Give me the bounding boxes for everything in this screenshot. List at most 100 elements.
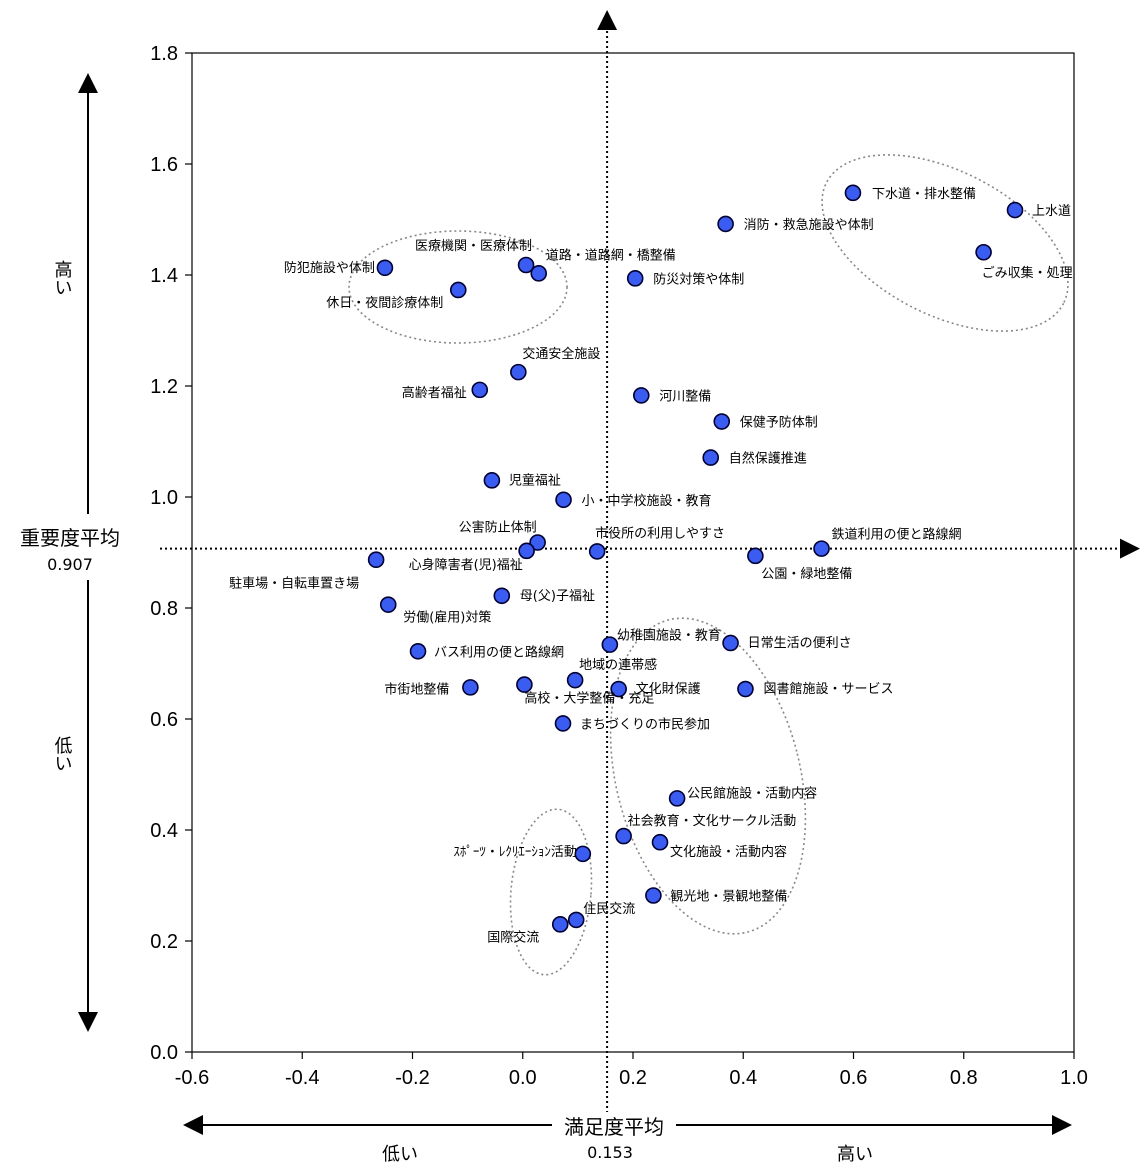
x-tick-label: 1.0 (1060, 1067, 1088, 1089)
data-point (844, 184, 862, 202)
point-label: 市役所の利用しやすさ (595, 525, 725, 541)
y-tick-label: 0.4 (150, 820, 178, 842)
data-point (601, 636, 619, 653)
data-point (566, 671, 584, 689)
point-label: 防犯施設や体制 (284, 260, 375, 276)
point-label: 自然保護推進 (729, 451, 807, 467)
plot-area (191, 52, 1075, 1053)
point-label: 高校・大学整備・充足 (524, 691, 654, 707)
point-label: 消防・救急施設や体制 (744, 217, 874, 233)
data-point (610, 680, 627, 698)
point-label: 図書館施設・サービス (763, 681, 893, 697)
x-axis: -0.6 -0.4 -0.2 0.0 0.2 0.4 0.6 0.8 1.0 (175, 1052, 1088, 1089)
x-mean-value: 0.153 (587, 1143, 633, 1162)
point-label: 労働(雇用)対策 (403, 610, 491, 626)
y-mean-value: 0.907 (47, 555, 93, 574)
data-point (645, 887, 662, 904)
point-label: 公園・緑地整備 (761, 566, 852, 582)
data-point (574, 845, 592, 863)
data-point (722, 634, 739, 652)
x-tick-label: 0.0 (509, 1067, 537, 1089)
data-point (588, 543, 606, 560)
data-point (651, 833, 669, 851)
x-tick-label: 0.8 (950, 1067, 978, 1089)
data-point (483, 472, 501, 489)
data-point (518, 542, 535, 560)
data-point (737, 680, 754, 698)
data-point (554, 715, 572, 732)
data-point (471, 381, 489, 399)
y-tick-label: 1.0 (150, 487, 178, 509)
y-axis: 0.0 0.2 0.4 0.6 0.8 1.0 1.2 1.4 1.6 1.8 (150, 43, 192, 1064)
data-point (517, 256, 535, 274)
point-label: 公民館施設・活動内容 (687, 785, 817, 801)
data-point (615, 827, 632, 845)
cluster-ellipse-culture (609, 617, 807, 935)
x-tick-label: 0.6 (840, 1067, 868, 1089)
data-point (529, 534, 546, 551)
point-label: 河川整備 (659, 388, 711, 404)
y-tick-label: 1.2 (150, 376, 178, 398)
y-tick-label: 1.4 (150, 265, 178, 287)
data-point (713, 413, 731, 430)
y-tick-label: 0.2 (150, 931, 178, 953)
y-tick-label: 1.8 (150, 43, 178, 65)
data-point (555, 491, 572, 509)
point-label: 文化財保護 (636, 681, 701, 697)
point-label: まちづくりの市民参加 (580, 716, 710, 732)
y-axis-title: 重要度平均 (20, 526, 120, 550)
point-label: 駐車場・自転車置き場 (229, 577, 359, 592)
point-label: 鉄道利用の便と路線網 (832, 527, 962, 543)
data-point (717, 215, 734, 233)
point-label: ｽﾎﾟｰﾂ・ﾚｸﾘｴｰｼｮﾝ活動 (453, 845, 577, 860)
point-label: 保健予防体制 (740, 415, 818, 431)
data-point (493, 587, 511, 605)
x-tick-label: -0.6 (175, 1067, 209, 1089)
data-point (975, 243, 992, 261)
data-point (409, 642, 427, 660)
point-label: 心身障害者(児)福祉 (409, 557, 523, 573)
data-point (462, 679, 479, 696)
point-label: 上水道 (1032, 204, 1071, 219)
x-tick-label: 0.2 (619, 1067, 647, 1089)
data-point (702, 449, 720, 466)
data-point (668, 790, 686, 807)
x-high-label: 高い (837, 1144, 873, 1165)
point-label: 母(父)子福祉 (520, 589, 595, 604)
x-tick-label: 0.4 (729, 1067, 757, 1089)
point-label: 休日・夜間診療体制 (326, 295, 443, 311)
point-label: 下水道・排水整備 (872, 186, 976, 202)
data-point (379, 596, 397, 613)
point-label: バス利用の便と路線網 (434, 644, 564, 660)
data-point (530, 265, 548, 282)
point-label: ごみ収集・処理 (982, 265, 1073, 281)
point-label: 交通安全施設 (522, 346, 600, 362)
data-point (813, 540, 830, 557)
point-label: 地域の連帯感 (579, 657, 657, 673)
x-tick-label: -0.4 (285, 1067, 319, 1089)
y-tick-label: 0.8 (150, 598, 178, 620)
point-label: 観光地・景観地整備 (670, 888, 787, 904)
point-label: 幼稚園施設・教育 (617, 628, 721, 644)
data-point (516, 676, 533, 693)
data-point (551, 916, 569, 933)
point-label: 市街地整備 (384, 681, 449, 697)
point-label: 高齢者福祉 (402, 385, 467, 401)
point-label: 公害防止体制 (459, 520, 537, 536)
y-low-label: 低い (52, 736, 73, 772)
y-tick-label: 0.6 (150, 709, 178, 731)
point-label: 児童福祉 (509, 472, 561, 488)
data-point (747, 547, 764, 565)
x-axis-title: 満足度平均 (564, 1115, 664, 1139)
y-tick-label: 1.6 (150, 154, 178, 176)
data-point (632, 387, 650, 404)
point-label: 文化施設・活動内容 (670, 844, 787, 860)
x-low-label: 低い (382, 1144, 418, 1165)
data-point (510, 363, 527, 381)
data-point (626, 270, 644, 287)
y-tick-label: 0.0 (150, 1042, 178, 1064)
point-label: 医療機関・医療体制 (415, 239, 532, 254)
data-point (376, 259, 394, 277)
